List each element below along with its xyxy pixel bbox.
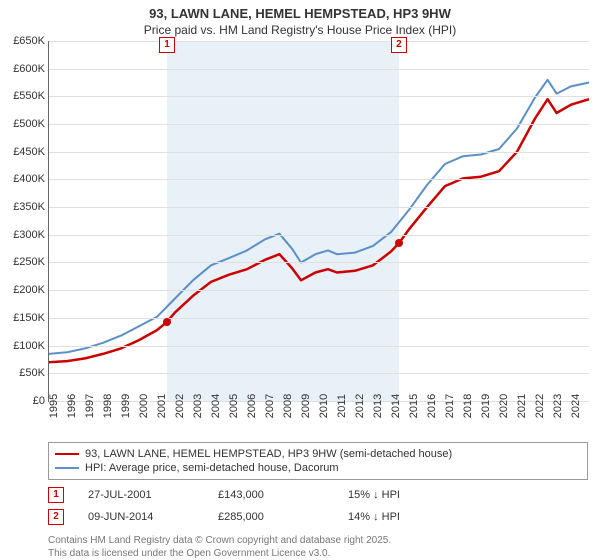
- y-axis-label: £400K: [1, 173, 45, 185]
- y-axis-label: £300K: [1, 229, 45, 241]
- x-axis-label: 2010: [318, 394, 330, 418]
- sale-marker-label: 1: [159, 37, 175, 53]
- legend-swatch: [55, 467, 79, 469]
- y-axis-label: £50K: [1, 367, 45, 379]
- y-axis-label: £0: [1, 395, 45, 407]
- x-axis-label: 2022: [534, 394, 546, 418]
- x-axis-labels: 1995199619971998199920002001200220032004…: [48, 402, 588, 436]
- y-axis-label: £150K: [1, 312, 45, 324]
- x-axis-label: 2016: [426, 394, 438, 418]
- x-axis-label: 1997: [84, 394, 96, 418]
- x-axis-label: 1996: [66, 394, 78, 418]
- x-axis-label: 2020: [498, 394, 510, 418]
- x-axis-label: 2000: [138, 394, 150, 418]
- sale-row-marker: 1: [48, 487, 64, 503]
- x-axis-label: 2019: [480, 394, 492, 418]
- y-gridline: [49, 96, 589, 97]
- sale-marker-label: 2: [391, 37, 407, 53]
- x-axis-label: 2012: [354, 394, 366, 418]
- y-gridline: [49, 346, 589, 347]
- chart-lines: [49, 41, 589, 401]
- sale-row-marker: 2: [48, 509, 64, 525]
- x-axis-label: 2011: [336, 394, 348, 418]
- legend-item: HPI: Average price, semi-detached house,…: [55, 461, 581, 475]
- x-axis-label: 2024: [570, 394, 582, 418]
- y-gridline: [49, 41, 589, 42]
- y-gridline: [49, 318, 589, 319]
- price-chart: £0£50K£100K£150K£200K£250K£300K£350K£400…: [48, 41, 589, 402]
- chart-subtitle: Price paid vs. HM Land Registry's House …: [0, 23, 600, 41]
- sale-marker-dot: [163, 318, 171, 326]
- footer-line-2: This data is licensed under the Open Gov…: [48, 547, 588, 560]
- y-gridline: [49, 179, 589, 180]
- x-axis-label: 2015: [408, 394, 420, 418]
- sale-row: 1 27-JUL-2001£143,00015% ↓ HPI: [48, 484, 588, 506]
- y-axis-label: £350K: [1, 201, 45, 213]
- y-gridline: [49, 152, 589, 153]
- y-gridline: [49, 69, 589, 70]
- y-gridline: [49, 207, 589, 208]
- legend-swatch: [55, 453, 79, 455]
- legend-label: HPI: Average price, semi-detached house,…: [85, 462, 339, 474]
- sale-row: 2 09-JUN-2014£285,00014% ↓ HPI: [48, 506, 588, 528]
- x-axis-label: 2005: [228, 394, 240, 418]
- y-gridline: [49, 262, 589, 263]
- y-axis-label: £550K: [1, 90, 45, 102]
- y-axis-label: £100K: [1, 340, 45, 352]
- x-axis-label: 2013: [372, 394, 384, 418]
- y-axis-label: £450K: [1, 146, 45, 158]
- y-gridline: [49, 124, 589, 125]
- sales-table: 1 27-JUL-2001£143,00015% ↓ HPI 2 09-JUN-201…: [48, 484, 588, 528]
- x-axis-label: 2006: [246, 394, 258, 418]
- chart-legend: 93, LAWN LANE, HEMEL HEMPSTEAD, HP3 9HW …: [48, 442, 588, 480]
- chart-footer: Contains HM Land Registry data © Crown c…: [48, 534, 588, 560]
- sale-marker-dot: [395, 239, 403, 247]
- x-axis-label: 2002: [174, 394, 186, 418]
- y-axis-label: £200K: [1, 284, 45, 296]
- x-axis-label: 1998: [102, 394, 114, 418]
- y-axis-label: £500K: [1, 118, 45, 130]
- sale-price: £143,000: [218, 489, 348, 501]
- x-axis-label: 2003: [192, 394, 204, 418]
- x-axis-label: 2018: [462, 394, 474, 418]
- sale-delta: 14% ↓ HPI: [348, 511, 478, 523]
- series-line-hpi: [49, 80, 589, 354]
- y-axis-label: £600K: [1, 63, 45, 75]
- y-gridline: [49, 235, 589, 236]
- footer-line-1: Contains HM Land Registry data © Crown c…: [48, 534, 588, 547]
- x-axis-label: 2023: [552, 394, 564, 418]
- x-axis-label: 2009: [300, 394, 312, 418]
- x-axis-label: 1999: [120, 394, 132, 418]
- y-axis-label: £650K: [1, 35, 45, 47]
- x-axis-label: 2007: [264, 394, 276, 418]
- y-axis-label: £250K: [1, 256, 45, 268]
- y-gridline: [49, 373, 589, 374]
- x-axis-label: 2001: [156, 394, 168, 418]
- sale-delta: 15% ↓ HPI: [348, 489, 478, 501]
- chart-title: 93, LAWN LANE, HEMEL HEMPSTEAD, HP3 9HW: [0, 0, 600, 23]
- x-axis-label: 2017: [444, 394, 456, 418]
- sale-price: £285,000: [218, 511, 348, 523]
- sale-date: 27-JUL-2001: [88, 489, 218, 501]
- x-axis-label: 2014: [390, 394, 402, 418]
- legend-item: 93, LAWN LANE, HEMEL HEMPSTEAD, HP3 9HW …: [55, 447, 581, 461]
- x-axis-label: 2008: [282, 394, 294, 418]
- x-axis-label: 1995: [48, 394, 60, 418]
- legend-label: 93, LAWN LANE, HEMEL HEMPSTEAD, HP3 9HW …: [85, 448, 452, 460]
- x-axis-label: 2004: [210, 394, 222, 418]
- x-axis-label: 2021: [516, 394, 528, 418]
- sale-date: 09-JUN-2014: [88, 511, 218, 523]
- y-gridline: [49, 290, 589, 291]
